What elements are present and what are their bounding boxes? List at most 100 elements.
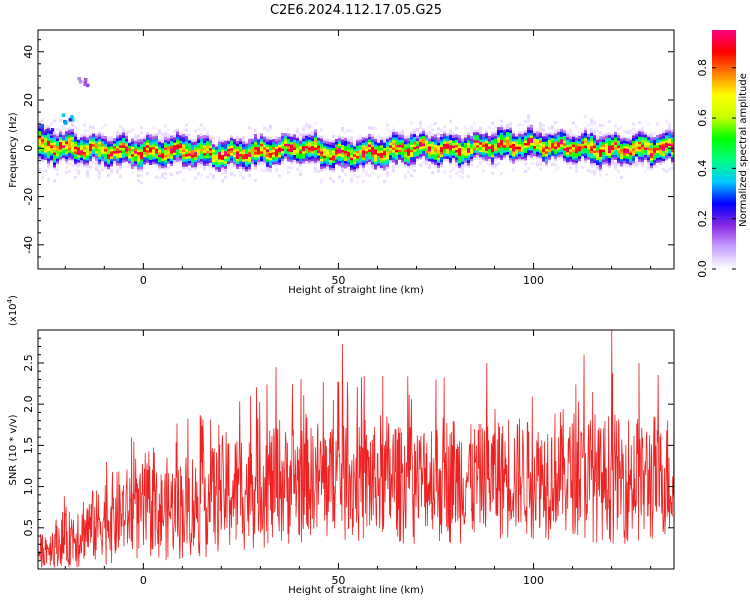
heatmap-cell (602, 144, 605, 148)
heatmap-cell (398, 149, 401, 153)
heatmap-cell (167, 160, 170, 164)
heatmap-cell (83, 151, 86, 155)
heatmap-cell (323, 150, 326, 154)
heatmap-cell (458, 150, 461, 154)
heatmap-cell (125, 133, 128, 137)
heatmap-cell (302, 145, 305, 149)
heatmap-cell (62, 134, 65, 138)
heatmap-cell (413, 151, 416, 155)
heatmap-cell (521, 146, 524, 150)
heatmap-cell (53, 161, 56, 165)
heatmap-cell (188, 147, 191, 151)
heatmap-cell (263, 169, 266, 173)
heatmap-cell (449, 162, 452, 166)
heatmap-cell (470, 140, 473, 144)
heatmap-cell (224, 150, 227, 154)
heatmap-cell (155, 158, 158, 162)
heatmap-cell (209, 137, 212, 141)
heatmap-cell (590, 127, 593, 131)
heatmap-cell (389, 134, 392, 138)
heatmap-cell (614, 124, 617, 128)
heatmap-cell (155, 163, 158, 167)
heatmap-cell (389, 142, 392, 146)
heatmap-cell (461, 141, 464, 145)
heatmap-cell (191, 146, 194, 150)
heatmap-cell (242, 166, 245, 170)
heatmap-cell (341, 169, 344, 173)
heatmap-cell (311, 148, 314, 152)
heatmap-cell (332, 142, 335, 146)
heatmap-cell (149, 156, 152, 160)
heatmap-cell (272, 141, 275, 145)
heatmap-cell (371, 139, 374, 143)
heatmap-cell (491, 134, 494, 138)
heatmap-cell (614, 144, 617, 148)
heatmap-cell (107, 146, 110, 150)
heatmap-cell (311, 138, 314, 142)
heatmap-cell (119, 149, 122, 153)
heatmap-cell (404, 153, 407, 157)
heatmap-cell (149, 134, 152, 138)
heatmap-cell (260, 155, 263, 159)
heatmap-cell (62, 144, 65, 148)
heatmap-cell (569, 136, 572, 140)
heatmap-cell (470, 153, 473, 157)
heatmap-cell (275, 141, 278, 145)
heatmap-cell (230, 160, 233, 164)
heatmap-cell (635, 161, 638, 165)
heatmap-cell (278, 154, 281, 158)
heatmap-cell (38, 145, 41, 149)
heatmap-cell (386, 123, 389, 127)
heatmap-cell (386, 171, 389, 175)
heatmap-cell (230, 140, 233, 144)
heatmap-cell (488, 145, 491, 149)
heatmap-cell (656, 134, 659, 138)
heatmap-cell (161, 165, 164, 169)
heatmap-cell (197, 149, 200, 153)
heatmap-cell (176, 156, 179, 160)
heatmap-cell (362, 139, 365, 143)
heatmap-cell (116, 145, 119, 149)
heatmap-cell (587, 151, 590, 155)
heatmap-cell (122, 127, 125, 131)
heatmap-cell (620, 155, 623, 159)
heatmap-cell (86, 137, 89, 141)
heatmap-cell (176, 131, 179, 135)
heatmap-cell (410, 144, 413, 148)
heatmap-cell (440, 129, 443, 133)
heatmap-cell (206, 135, 209, 139)
heatmap-cell (389, 129, 392, 133)
heatmap-cell (482, 159, 485, 163)
heatmap-cell (71, 141, 74, 145)
heatmap-cell (122, 129, 125, 133)
heatmap-cell (500, 154, 503, 158)
heatmap-cell (353, 158, 356, 162)
heatmap-cell (524, 154, 527, 158)
heatmap-cell (155, 155, 158, 159)
heatmap-cell (479, 156, 482, 160)
heatmap-cell (587, 134, 590, 138)
heatmap-cell (254, 141, 257, 145)
heatmap-cell (200, 151, 203, 155)
heatmap-cell (119, 154, 122, 158)
heatmap-cell (629, 144, 632, 148)
heatmap-cell (353, 156, 356, 160)
heatmap-cell (56, 145, 59, 149)
heatmap-cell (56, 160, 59, 164)
heatmap-cell (563, 152, 566, 156)
heatmap-cell (311, 158, 314, 162)
heatmap-cell (281, 150, 284, 154)
heatmap-cell (320, 158, 323, 162)
heatmap-cell (431, 133, 434, 137)
heatmap-cell (119, 147, 122, 151)
heatmap-cell (560, 141, 563, 145)
heatmap-cell (128, 152, 131, 156)
heatmap-cell (626, 165, 629, 169)
heatmap-cell (335, 141, 338, 145)
heatmap-cell (149, 139, 152, 143)
heatmap-cell (341, 144, 344, 148)
heatmap-cell (632, 147, 635, 151)
heatmap-cell (68, 152, 71, 156)
heatmap-cell (428, 140, 431, 144)
heatmap-cell (647, 141, 650, 145)
